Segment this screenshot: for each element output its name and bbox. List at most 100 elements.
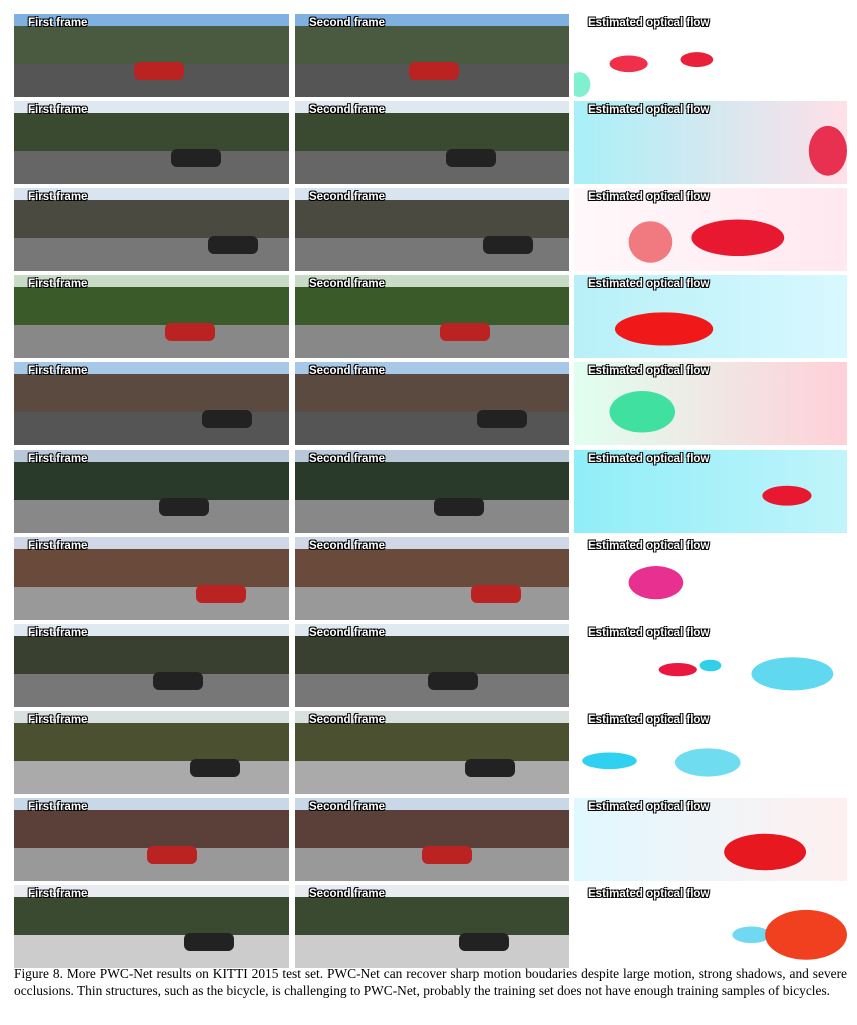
car (477, 410, 527, 429)
road (14, 673, 289, 707)
frame-image: First frame (14, 188, 289, 272)
car (147, 845, 197, 864)
trees (295, 26, 569, 64)
image (14, 14, 289, 97)
frame-image: First frame (14, 710, 289, 794)
flow-background (574, 101, 847, 185)
car (171, 149, 221, 168)
car (165, 323, 215, 342)
panel-label: Second frame (309, 539, 386, 552)
image (295, 885, 569, 968)
panel-label: Second frame (309, 278, 386, 291)
frame-image: Second frame (295, 101, 569, 185)
road (14, 935, 289, 968)
flow-background (574, 275, 847, 359)
frame-image: First frame (14, 623, 289, 707)
frame-image: Second frame (295, 14, 569, 97)
trees (295, 635, 569, 674)
road (14, 499, 289, 533)
trees (14, 374, 289, 413)
road (14, 151, 289, 185)
trees (14, 722, 289, 761)
flow-blob (691, 219, 785, 257)
frame-image: Second frame (295, 188, 569, 272)
trees (295, 722, 569, 761)
car (428, 671, 478, 690)
panel-label: First frame (28, 713, 88, 726)
image (295, 188, 569, 272)
frame-image: Second frame (295, 797, 569, 881)
image (574, 362, 847, 446)
image (14, 275, 289, 359)
flow-blob (732, 926, 771, 944)
panel-label: Estimated optical flow (588, 104, 710, 117)
panel-label: Second frame (309, 626, 386, 639)
flow-background (574, 797, 847, 881)
trees (14, 26, 289, 64)
image (14, 362, 289, 446)
panel-label: Estimated optical flow (588, 539, 710, 552)
frame-image: First frame (14, 449, 289, 533)
frame-image: Second frame (295, 710, 569, 794)
flow-blob (675, 748, 741, 777)
trees (295, 113, 569, 152)
trees (14, 548, 289, 587)
trees (295, 809, 569, 848)
car (483, 236, 533, 255)
flow-image: Estimated optical flow (574, 449, 847, 533)
image (574, 275, 847, 359)
panel-label: First frame (28, 539, 88, 552)
panel-label: Second frame (309, 452, 386, 465)
flow-image: Estimated optical flow (574, 275, 847, 359)
image (295, 275, 569, 359)
trees (14, 461, 289, 500)
road (295, 935, 569, 968)
car (208, 236, 258, 255)
image (14, 188, 289, 272)
frame-image: First frame (14, 14, 289, 97)
image (295, 797, 569, 881)
caption: Figure 8. More PWC-Net results on KITTI … (14, 966, 847, 998)
image (574, 885, 847, 968)
flow-image: Estimated optical flow (574, 885, 847, 968)
frame-image: First frame (14, 885, 289, 968)
panel-label: Estimated optical flow (588, 191, 710, 204)
flow-image: Estimated optical flow (574, 797, 847, 881)
flow-blob (614, 312, 714, 346)
image (574, 14, 847, 97)
trees (295, 200, 569, 239)
trees (14, 287, 289, 326)
car (134, 62, 184, 80)
flow-blob (574, 72, 591, 97)
trees (14, 200, 289, 239)
car (422, 845, 472, 864)
car (434, 497, 484, 516)
flow-blob (751, 656, 834, 691)
panel-label: First frame (28, 626, 88, 639)
car (159, 497, 209, 516)
flow-blob (628, 221, 673, 263)
flow-blob (724, 833, 807, 871)
car (409, 62, 459, 80)
flow-blob (762, 485, 812, 506)
flow-blob (609, 55, 648, 73)
image (574, 449, 847, 533)
flow-image: Estimated optical flow (574, 362, 847, 446)
panel-label: Estimated optical flow (588, 626, 710, 639)
flow-image: Estimated optical flow (574, 101, 847, 185)
panel-label: Second frame (309, 713, 386, 726)
road (295, 760, 569, 794)
trees (14, 897, 289, 935)
frame-image: First frame (14, 797, 289, 881)
image (574, 101, 847, 185)
image (14, 797, 289, 881)
car (440, 323, 490, 342)
frame-image: Second frame (295, 623, 569, 707)
frame-image: First frame (14, 536, 289, 620)
road (295, 412, 569, 446)
image (574, 710, 847, 794)
road (14, 760, 289, 794)
image (295, 362, 569, 446)
image (574, 188, 847, 272)
